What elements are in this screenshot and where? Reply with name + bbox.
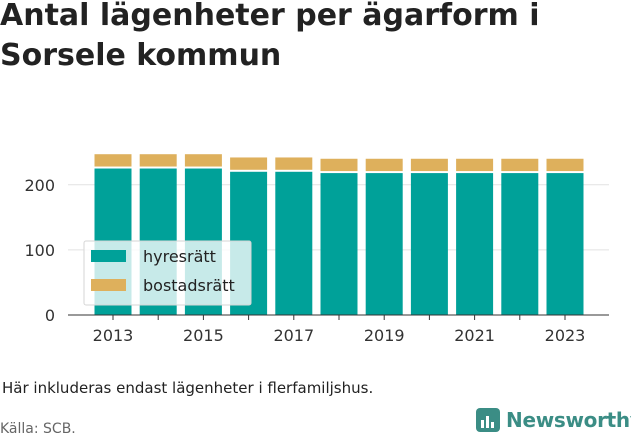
footnote: Här inkluderas endast lägenheter i flerf… xyxy=(2,379,374,397)
y-tick-label: 100 xyxy=(24,241,55,260)
title-line-2: Sorsele kommun xyxy=(0,38,282,73)
bar-2019-hyresratt xyxy=(365,173,403,315)
chart-title: Antal lägenheter per ägarform i Sorsele … xyxy=(0,0,631,76)
bar-2014-bostadsratt xyxy=(139,154,177,167)
y-tick-label: 0 xyxy=(45,306,55,325)
bar-2021-bostadsratt xyxy=(456,158,494,172)
x-tick-label: 2015 xyxy=(183,326,224,345)
bar-2017-hyresratt xyxy=(275,171,313,315)
bar-2020-bostadsratt xyxy=(410,158,448,172)
x-tick-label: 2017 xyxy=(273,326,314,345)
axes: 0 100 200 2013 2015 2017 2019 2021 2023 xyxy=(24,176,609,345)
brand-name: Newsworthy xyxy=(506,408,631,432)
bar-2013-bostadsratt xyxy=(94,154,132,167)
bar-2018-bostadsratt xyxy=(320,158,358,172)
bar-2015-bostadsratt xyxy=(184,154,222,167)
brand-logo: Newsworthy xyxy=(475,407,631,433)
bar-2021-hyresratt xyxy=(456,173,494,315)
legend-swatch-hyresratt xyxy=(91,250,126,262)
y-tick-label: 200 xyxy=(24,176,55,195)
bar-2020-hyresratt xyxy=(410,173,448,315)
bar-2023-bostadsratt xyxy=(546,158,584,172)
bar-2022-hyresratt xyxy=(501,173,539,315)
source-credit: Källa: SCB. xyxy=(0,421,76,437)
bar-2022-bostadsratt xyxy=(501,158,539,172)
legend-label-hyresratt: hyresrätt xyxy=(143,247,216,266)
x-tick-label: 2023 xyxy=(545,326,586,345)
title-line-1: Antal lägenheter per ägarform i xyxy=(0,0,540,33)
legend-swatch-bostadsratt xyxy=(91,279,126,291)
x-tick-label: 2021 xyxy=(454,326,495,345)
bar-chart-logo-icon xyxy=(476,408,500,432)
bar-2018-hyresratt xyxy=(320,173,358,315)
bar-2023-hyresratt xyxy=(546,173,584,315)
bar-2017-bostadsratt xyxy=(275,157,313,170)
bar-2019-bostadsratt xyxy=(365,158,403,172)
x-tick-label: 2013 xyxy=(93,326,134,345)
bar-2016-bostadsratt xyxy=(230,157,268,170)
legend: hyresrätt bostadsrätt xyxy=(83,240,252,306)
x-tick-label: 2019 xyxy=(364,326,405,345)
legend-label-bostadsratt: bostadsrätt xyxy=(143,276,235,295)
stacked-bar-chart: 0 100 200 2013 2015 2017 2019 2021 2023 hyresrät… xyxy=(24,154,609,345)
